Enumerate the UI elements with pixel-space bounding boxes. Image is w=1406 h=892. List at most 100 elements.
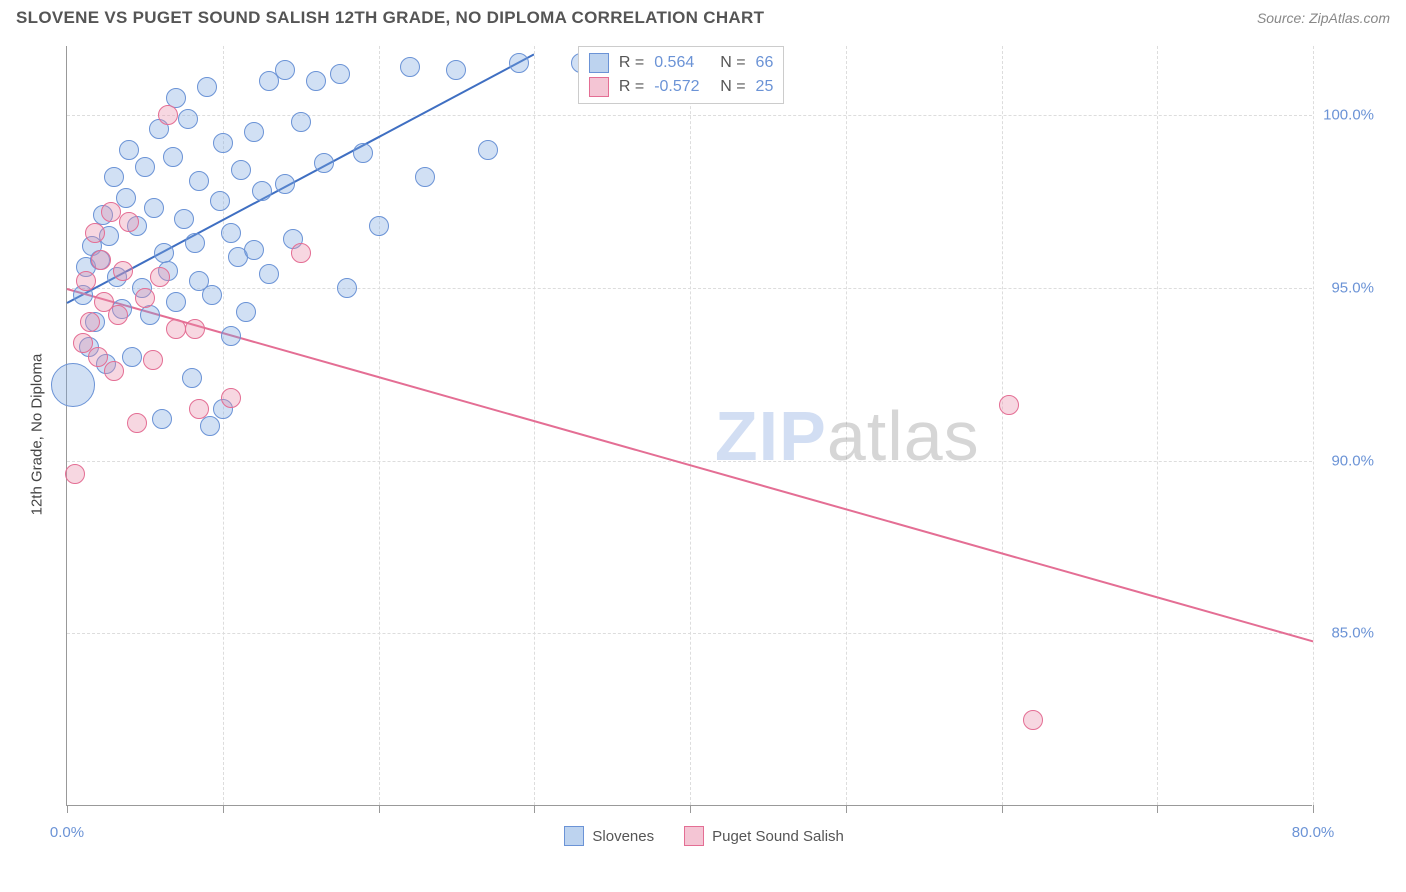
data-point-puget-sound-salish <box>85 223 105 243</box>
data-point-puget-sound-salish <box>166 319 186 339</box>
data-point-slovenes <box>144 198 164 218</box>
x-tick <box>1002 805 1003 813</box>
x-tick <box>534 805 535 813</box>
data-point-slovenes <box>140 305 160 325</box>
data-point-slovenes <box>185 233 205 253</box>
data-point-puget-sound-salish <box>119 212 139 232</box>
stats-row: R = -0.572 N = 25 <box>589 75 773 99</box>
data-point-slovenes <box>275 174 295 194</box>
data-point-slovenes <box>182 368 202 388</box>
data-point-slovenes <box>446 60 466 80</box>
data-point-slovenes <box>221 326 241 346</box>
data-point-slovenes <box>353 143 373 163</box>
gridline-vertical <box>223 46 224 805</box>
data-point-slovenes <box>330 64 350 84</box>
y-tick-label: 95.0% <box>1331 279 1374 296</box>
legend-label: Puget Sound Salish <box>712 828 844 845</box>
r-value: -0.572 <box>654 78 710 96</box>
data-point-puget-sound-salish <box>185 319 205 339</box>
x-tick <box>690 805 691 813</box>
data-point-puget-sound-salish <box>1023 710 1043 730</box>
series-legend: Slovenes Puget Sound Salish <box>564 826 843 846</box>
data-point-slovenes <box>116 188 136 208</box>
data-point-puget-sound-salish <box>127 413 147 433</box>
data-point-slovenes <box>135 157 155 177</box>
y-tick-label: 100.0% <box>1323 107 1374 124</box>
data-point-slovenes <box>231 160 251 180</box>
data-point-slovenes <box>210 191 230 211</box>
data-point-slovenes <box>337 278 357 298</box>
data-point-slovenes <box>415 167 435 187</box>
data-point-slovenes <box>244 122 264 142</box>
data-point-slovenes <box>400 57 420 77</box>
data-point-slovenes <box>509 53 529 73</box>
data-point-slovenes <box>306 71 326 91</box>
data-point-puget-sound-salish <box>158 105 178 125</box>
data-point-slovenes <box>119 140 139 160</box>
legend-swatch <box>564 826 584 846</box>
data-point-slovenes <box>104 167 124 187</box>
legend-item: Slovenes <box>564 826 654 846</box>
gridline-vertical <box>379 46 380 805</box>
gridline-vertical <box>846 46 847 805</box>
gridline-vertical <box>1313 46 1314 805</box>
x-tick <box>67 805 68 813</box>
data-point-slovenes <box>202 285 222 305</box>
r-label: R = <box>619 78 644 96</box>
data-point-slovenes <box>51 363 95 407</box>
data-point-puget-sound-salish <box>104 361 124 381</box>
correlation-chart: 85.0%90.0%95.0%100.0%0.0%80.0%ZIPatlasR … <box>16 32 1390 872</box>
x-tick <box>1157 805 1158 813</box>
data-point-puget-sound-salish <box>108 305 128 325</box>
data-point-slovenes <box>252 181 272 201</box>
gridline-vertical <box>690 46 691 805</box>
data-point-slovenes <box>478 140 498 160</box>
data-point-slovenes <box>314 153 334 173</box>
data-point-puget-sound-salish <box>65 464 85 484</box>
data-point-slovenes <box>259 264 279 284</box>
data-point-puget-sound-salish <box>189 399 209 419</box>
data-point-slovenes <box>122 347 142 367</box>
data-point-slovenes <box>152 409 172 429</box>
data-point-puget-sound-salish <box>291 243 311 263</box>
data-point-slovenes <box>221 223 241 243</box>
data-point-puget-sound-salish <box>113 261 133 281</box>
data-point-slovenes <box>166 292 186 312</box>
data-point-slovenes <box>369 216 389 236</box>
n-value: 66 <box>756 54 774 72</box>
data-point-slovenes <box>244 240 264 260</box>
data-point-puget-sound-salish <box>80 312 100 332</box>
data-point-slovenes <box>189 171 209 191</box>
data-point-slovenes <box>178 109 198 129</box>
chart-title: SLOVENE VS PUGET SOUND SALISH 12TH GRADE… <box>16 8 764 28</box>
data-point-puget-sound-salish <box>91 250 111 270</box>
n-label: N = <box>720 54 745 72</box>
y-tick-label: 85.0% <box>1331 625 1374 642</box>
gridline-vertical <box>1157 46 1158 805</box>
data-point-puget-sound-salish <box>221 388 241 408</box>
data-point-puget-sound-salish <box>150 267 170 287</box>
legend-label: Slovenes <box>592 828 654 845</box>
n-label: N = <box>720 78 745 96</box>
data-point-puget-sound-salish <box>101 202 121 222</box>
data-point-puget-sound-salish <box>143 350 163 370</box>
data-point-puget-sound-salish <box>135 288 155 308</box>
y-axis-label: 12th Grade, No Diploma <box>28 354 45 516</box>
n-value: 25 <box>756 78 774 96</box>
x-tick <box>223 805 224 813</box>
stats-legend: R =0.564N =66R =-0.572N =25 <box>578 46 784 104</box>
data-point-slovenes <box>236 302 256 322</box>
data-point-puget-sound-salish <box>76 271 96 291</box>
legend-item: Puget Sound Salish <box>684 826 844 846</box>
legend-swatch <box>589 77 609 97</box>
legend-swatch <box>589 53 609 73</box>
stats-row: R =0.564N =66 <box>589 51 773 75</box>
watermark: ZIPatlas <box>715 396 980 476</box>
gridline-vertical <box>534 46 535 805</box>
chart-source: Source: ZipAtlas.com <box>1257 10 1390 26</box>
x-tick-label: 0.0% <box>50 824 84 841</box>
regression-line-slovenes <box>67 53 535 303</box>
r-label: R = <box>619 54 644 72</box>
data-point-slovenes <box>197 77 217 97</box>
data-point-slovenes <box>213 133 233 153</box>
